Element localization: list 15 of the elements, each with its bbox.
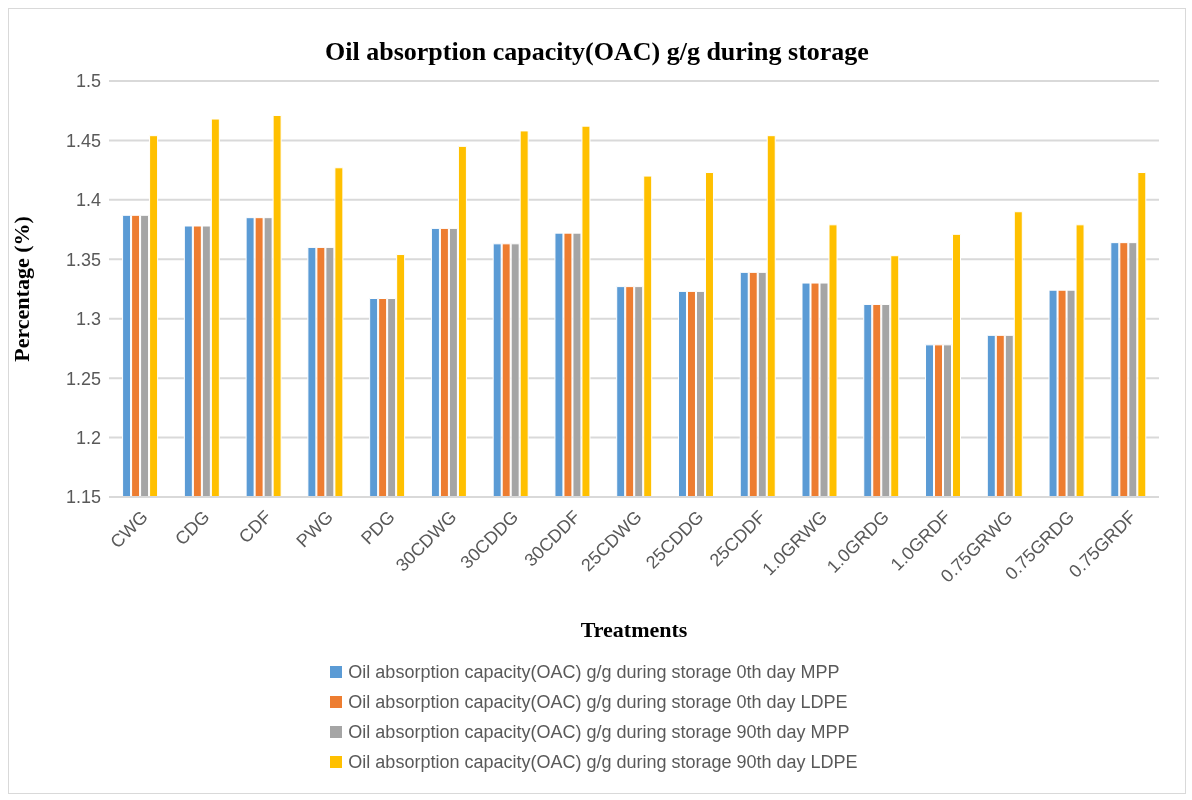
- x-axis-title: Treatments: [580, 617, 688, 642]
- y-tick-label: 1.25: [65, 368, 101, 389]
- legend-label: Oil absorption capacity(OAC) g/g during storage 0th day MPP: [348, 661, 840, 684]
- y-axis-title: Percentage (%): [8, 216, 34, 362]
- legend-label: Oil absorption capacity(OAC) g/g during storage 90th day LDPE: [348, 751, 858, 774]
- y-tick-label: 1.5: [75, 71, 101, 92]
- y-tick-label: 1.45: [65, 130, 101, 151]
- y-tick-label: 1.4: [75, 190, 101, 211]
- y-tick-label: 1.35: [65, 249, 101, 270]
- legend-label: Oil absorption capacity(OAC) g/g during storage 0th day LDPE: [348, 691, 848, 714]
- y-tick-label: 1.3: [75, 309, 101, 330]
- y-tick-label: 1.2: [75, 427, 101, 448]
- y-tick-label: 1.15: [65, 487, 101, 508]
- legend-label: Oil absorption capacity(OAC) g/g during storage 90th day MPP: [348, 721, 850, 744]
- chart-title: Oil absorption capacity(OAC) g/g during storage: [324, 37, 870, 67]
